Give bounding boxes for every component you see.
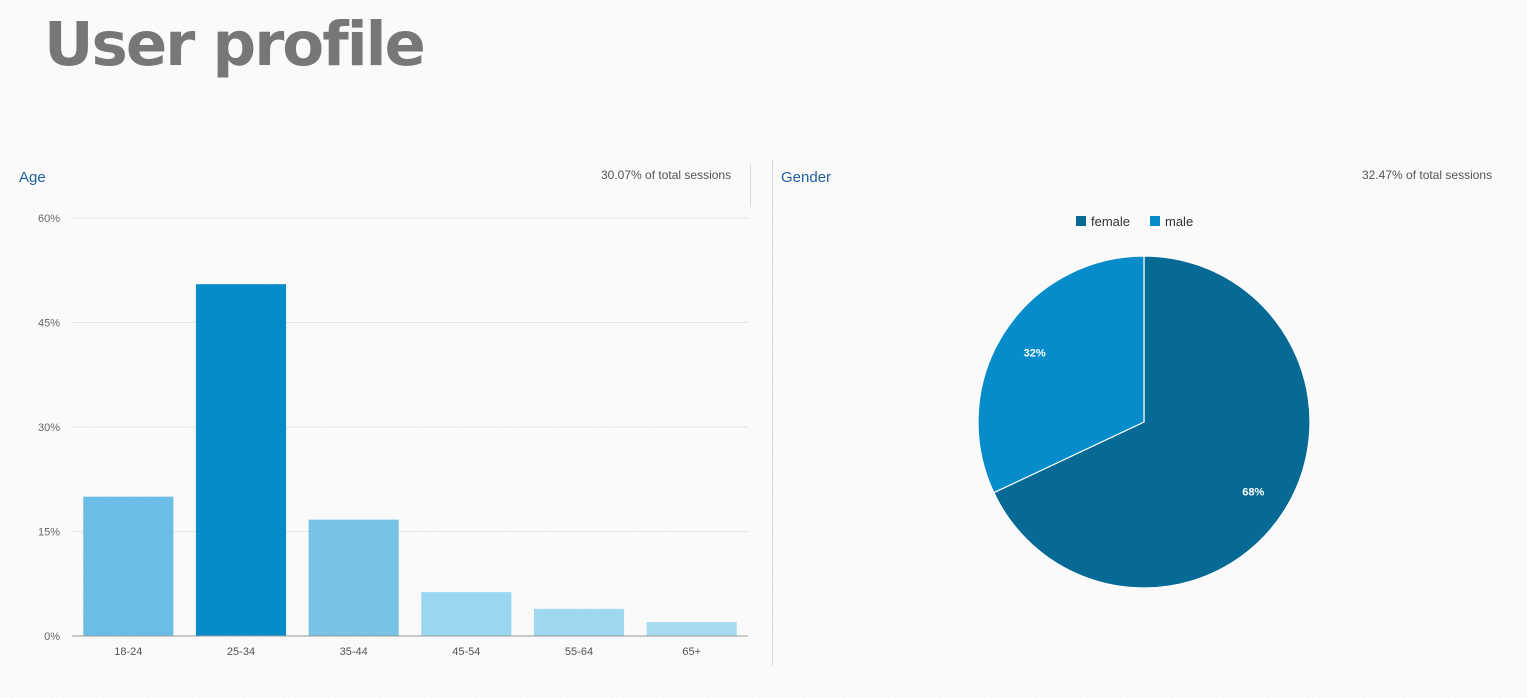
y-tick-label: 60% — [38, 213, 60, 225]
y-tick-label: 0% — [44, 631, 60, 643]
gender-pie-chart: 68% 32% female male — [977, 214, 1311, 589]
x-tick-label: 35-44 — [340, 646, 368, 658]
slice-label-female: 68% — [1242, 486, 1264, 498]
age-panel-title: Age — [19, 169, 46, 186]
legend-swatch-male — [1150, 216, 1160, 226]
gender-sessions-text: 32.47% of total sessions — [1362, 168, 1493, 182]
y-tick-label: 30% — [38, 422, 60, 434]
x-tick-label: 18-24 — [114, 646, 142, 658]
bar-25-34 — [195, 284, 287, 636]
bar-65+ — [646, 622, 737, 636]
legend-swatch-female — [1076, 216, 1086, 226]
legend-label-female: female — [1091, 214, 1130, 229]
bar-35-44 — [308, 519, 399, 636]
legend-label-male: male — [1165, 214, 1193, 229]
x-tick-label: 55-64 — [565, 646, 593, 658]
age-sessions-text: 30.07% of total sessions — [601, 168, 732, 182]
slice-label-male: 32% — [1024, 348, 1046, 360]
pie-slice-male — [977, 255, 1145, 494]
bar-18-24 — [83, 496, 174, 636]
x-tick-label: 45-54 — [452, 646, 480, 658]
x-tick-label: 65+ — [682, 646, 701, 658]
page-title: User profile — [44, 9, 426, 80]
x-tick-label: 25-34 — [227, 646, 255, 658]
y-tick-label: 15% — [38, 527, 60, 539]
bar-45-54 — [421, 592, 512, 636]
pie-slice-female — [992, 255, 1311, 589]
bar-55-64 — [533, 608, 625, 636]
age-bar-chart: 0% 15% 30% 45% 60% 18-24 25-34 35-44 45-54 55-64 6… — [38, 213, 748, 658]
panel-divider — [772, 160, 773, 666]
age-header-divider — [750, 164, 751, 207]
y-tick-label: 45% — [38, 318, 60, 330]
gender-panel-title: Gender — [781, 169, 832, 186]
